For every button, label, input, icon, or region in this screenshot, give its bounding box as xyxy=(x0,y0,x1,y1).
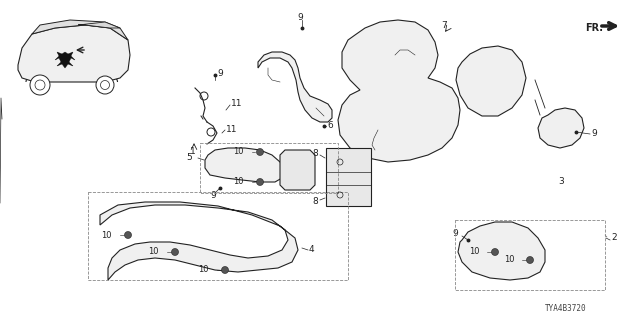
Circle shape xyxy=(172,249,179,255)
Text: 8: 8 xyxy=(312,148,318,157)
Polygon shape xyxy=(18,25,130,82)
Bar xyxy=(200,143,338,193)
Text: 10: 10 xyxy=(504,255,515,265)
Polygon shape xyxy=(280,150,315,190)
Circle shape xyxy=(527,257,534,263)
Text: 9: 9 xyxy=(297,12,303,21)
Circle shape xyxy=(221,267,228,274)
Polygon shape xyxy=(205,148,285,182)
Text: 2: 2 xyxy=(611,234,616,243)
Circle shape xyxy=(30,75,50,95)
Circle shape xyxy=(125,231,131,238)
Polygon shape xyxy=(78,22,120,28)
Text: 9: 9 xyxy=(210,191,216,201)
Text: 4: 4 xyxy=(309,245,315,254)
Bar xyxy=(88,192,348,280)
Bar xyxy=(455,220,605,290)
Text: 5: 5 xyxy=(186,153,192,162)
Text: TYA4B3720: TYA4B3720 xyxy=(545,304,587,313)
Text: 9: 9 xyxy=(217,68,223,77)
Text: 9: 9 xyxy=(452,229,458,238)
Text: 10: 10 xyxy=(234,178,244,187)
Text: FR.: FR. xyxy=(585,23,603,33)
Circle shape xyxy=(257,179,264,186)
Text: 10: 10 xyxy=(148,247,159,257)
Text: 7: 7 xyxy=(441,21,447,30)
Bar xyxy=(326,148,371,206)
Circle shape xyxy=(492,249,499,255)
Polygon shape xyxy=(538,108,584,148)
Polygon shape xyxy=(55,52,75,68)
Polygon shape xyxy=(32,20,128,40)
Text: 3: 3 xyxy=(558,178,564,187)
Text: 10: 10 xyxy=(102,230,112,239)
Text: 8: 8 xyxy=(312,197,318,206)
Polygon shape xyxy=(258,52,332,122)
Text: 6: 6 xyxy=(327,122,333,131)
Polygon shape xyxy=(458,222,545,280)
Text: 1: 1 xyxy=(190,148,196,156)
Text: 9: 9 xyxy=(591,129,596,138)
Polygon shape xyxy=(100,202,298,280)
Text: 10: 10 xyxy=(234,148,244,156)
Text: 11: 11 xyxy=(226,124,237,133)
Text: 10: 10 xyxy=(470,247,480,257)
Polygon shape xyxy=(338,20,460,162)
Circle shape xyxy=(96,76,114,94)
Text: 11: 11 xyxy=(231,100,243,108)
Circle shape xyxy=(257,148,264,156)
Text: 10: 10 xyxy=(198,266,209,275)
Polygon shape xyxy=(456,46,526,116)
